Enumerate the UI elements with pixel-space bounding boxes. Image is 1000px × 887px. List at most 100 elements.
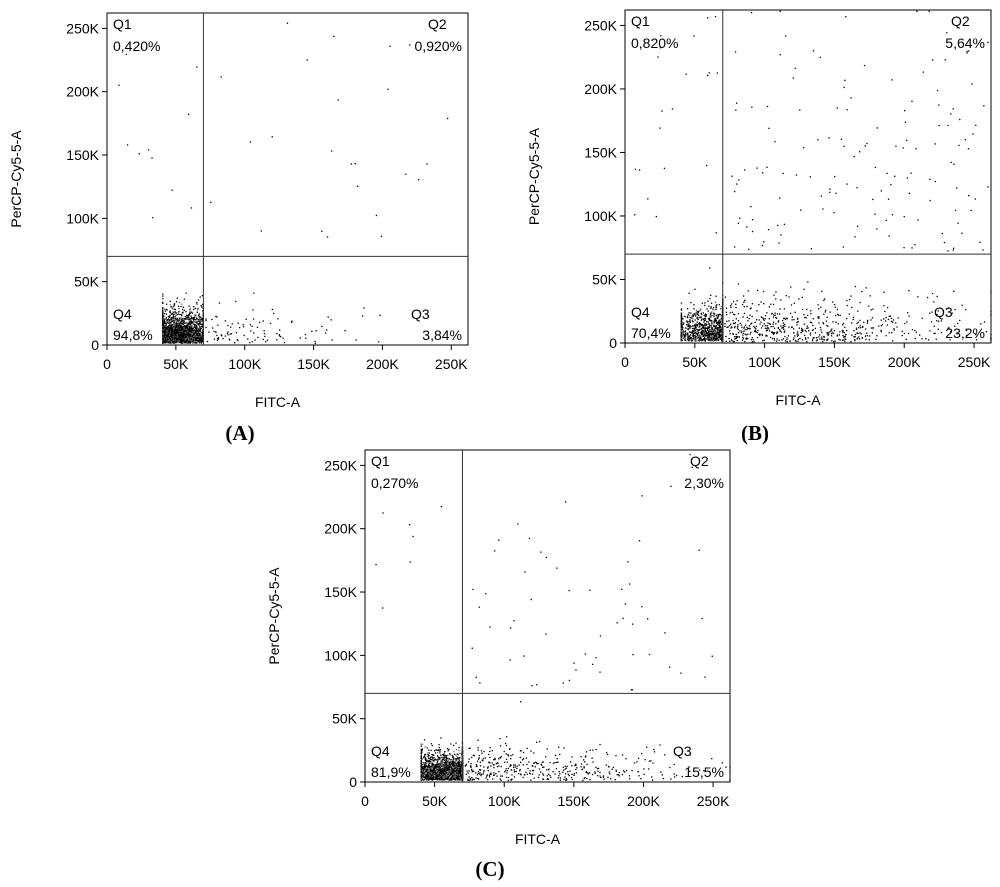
event-dot-b-q3-150 [724,296,726,298]
event-dot-a-q3-26 [251,341,253,343]
event-dot-b-q4-1256 [713,315,715,318]
event-dot-a-q4-2364 [165,322,167,324]
event-dot-a-q4-1065 [170,335,172,338]
event-dot-b-q3-363 [772,323,774,325]
event-dot-b-q4-1226 [706,335,708,337]
event-dot-b-q3-33 [734,322,736,324]
event-dot-b-q4-1367 [720,330,723,332]
event-dot-b-q4-1733 [720,336,722,338]
event-dot-a-q4-2444 [171,340,173,343]
event-dot-b-q3-355 [740,324,743,326]
event-dot-a-q4-1256 [188,319,191,321]
event-dot-a-q4-377 [165,329,168,331]
event-dot-b-q4-623 [689,331,691,333]
event-dot-b-q3-490 [823,313,825,315]
event-dot-b-q3-108 [835,314,837,317]
event-dot-b-q3-293 [794,311,796,313]
event-dot-a-q3-36 [325,332,327,334]
event-dot-b-q4-1447 [700,323,702,325]
event-dot-b-q4-304 [718,331,720,333]
event-dot-b-q4-638 [693,326,695,328]
event-dot-a-q4-1207 [186,322,188,324]
event-dot-b-q4-1038 [714,335,716,337]
event-dot-b-q3-93 [853,336,855,338]
event-dot-b-q3-166 [803,323,805,325]
event-dot-b-q3-498 [795,340,797,342]
event-dot-a-q4-2438 [162,298,164,300]
event-dot-b-q4-1390 [692,334,694,337]
event-dot-b-q4-78 [713,306,715,309]
event-dot-a-q4-2134 [194,336,196,338]
event-dot-b-q4-1315 [687,336,689,338]
event-dot-a-q4-1404 [198,325,201,327]
event-dot-b-q4-294 [703,325,705,328]
event-dot-b-q3-180 [742,338,744,340]
event-dot-b-q4-954 [680,317,683,319]
event-dot-b-q4-1073 [702,332,705,334]
event-dot-b-q4-43 [684,315,686,317]
event-dot-a-q4-2198 [171,320,173,322]
event-dot-b-q3-268 [797,333,799,335]
event-dot-a-q4-2285 [184,334,187,336]
event-dot-b-q3-311 [895,322,897,324]
event-dot-b-q3-372 [794,339,797,342]
event-dot-b-q4-1526 [701,333,704,335]
event-dot-a-q4-1762 [173,338,175,340]
event-dot-a-q4-507 [162,324,165,326]
event-dot-a-q4-1999 [197,299,200,301]
quadrant-q2-value-a: 0,920% [415,38,462,54]
event-dot-b-q4-1296 [680,340,683,342]
event-dot-a-q4-2062 [180,335,182,337]
event-dot-a-q4-2320 [191,322,193,324]
event-dot-a-q4-2043 [164,339,166,341]
event-dot-b-q4-378 [720,330,722,332]
event-dot-b-q4-890 [683,337,685,339]
event-dot-a-q4-2420 [169,320,171,322]
event-dot-a-q4-1960 [169,321,171,324]
event-dot-b-q4-405 [717,331,719,334]
event-dot-b-q4-1708 [698,334,701,336]
event-dot-a-q3-24 [216,337,219,340]
event-dot-b-q3-32 [950,331,952,333]
event-dot-a-q4-2383 [171,342,173,344]
event-dot-a-q4-1079 [201,295,204,297]
event-dot-a-q2-7 [337,99,339,101]
event-dot-b-q3-428 [783,328,785,330]
event-dot-b-q3-86 [828,332,830,334]
event-dot-b-q3-307 [837,313,839,315]
event-dot-a-q4-2211 [178,325,180,327]
event-dot-b-q3-421 [784,318,787,321]
event-dot-b-q3-194 [812,318,814,320]
event-dot-b-q4-1210 [721,333,723,335]
event-dot-b-q3-99 [793,328,795,330]
event-dot-b-q3-70 [917,296,919,298]
event-dot-b-q4-208 [693,308,695,310]
event-dot-a-q4-2228 [188,335,190,337]
event-dot-a-q4-828 [178,321,180,323]
event-dot-a-q4-2308 [179,329,181,331]
event-dot-b-q3-396 [764,315,767,317]
event-dot-b-q4-1058 [702,337,704,340]
event-dot-b-q3-115 [947,327,949,330]
event-dot-a-q3-43 [208,331,210,333]
event-dot-b-q4-997 [720,337,723,340]
event-dot-a-q4-714 [170,322,172,324]
event-dot-b-q4-1738 [680,316,683,318]
event-dot-b-q3-445 [750,307,752,309]
event-dot-a-q4-1849 [164,310,167,312]
event-dot-a-q4-946 [197,314,200,316]
event-dot-b-q4-67 [709,313,712,316]
event-dot-b-q4-1660 [706,338,708,340]
event-dot-a-q3-72 [321,325,323,328]
event-dot-a-q4-2166 [187,327,189,330]
event-dot-a-q4-1835 [189,320,191,322]
event-dot-a-q4-2236 [183,336,185,338]
event-dot-a-q3-84 [230,326,232,328]
event-dot-a-q4-1966 [168,328,170,331]
event-dot-a-q4-1636 [190,339,192,341]
event-dot-a-q4-2457 [195,328,198,330]
event-dot-a-q3-96 [282,337,284,339]
event-dot-a-q4-1928 [166,329,168,332]
event-dot-a-q4-2096 [176,326,178,328]
event-dot-b-q4-1002 [680,318,683,320]
